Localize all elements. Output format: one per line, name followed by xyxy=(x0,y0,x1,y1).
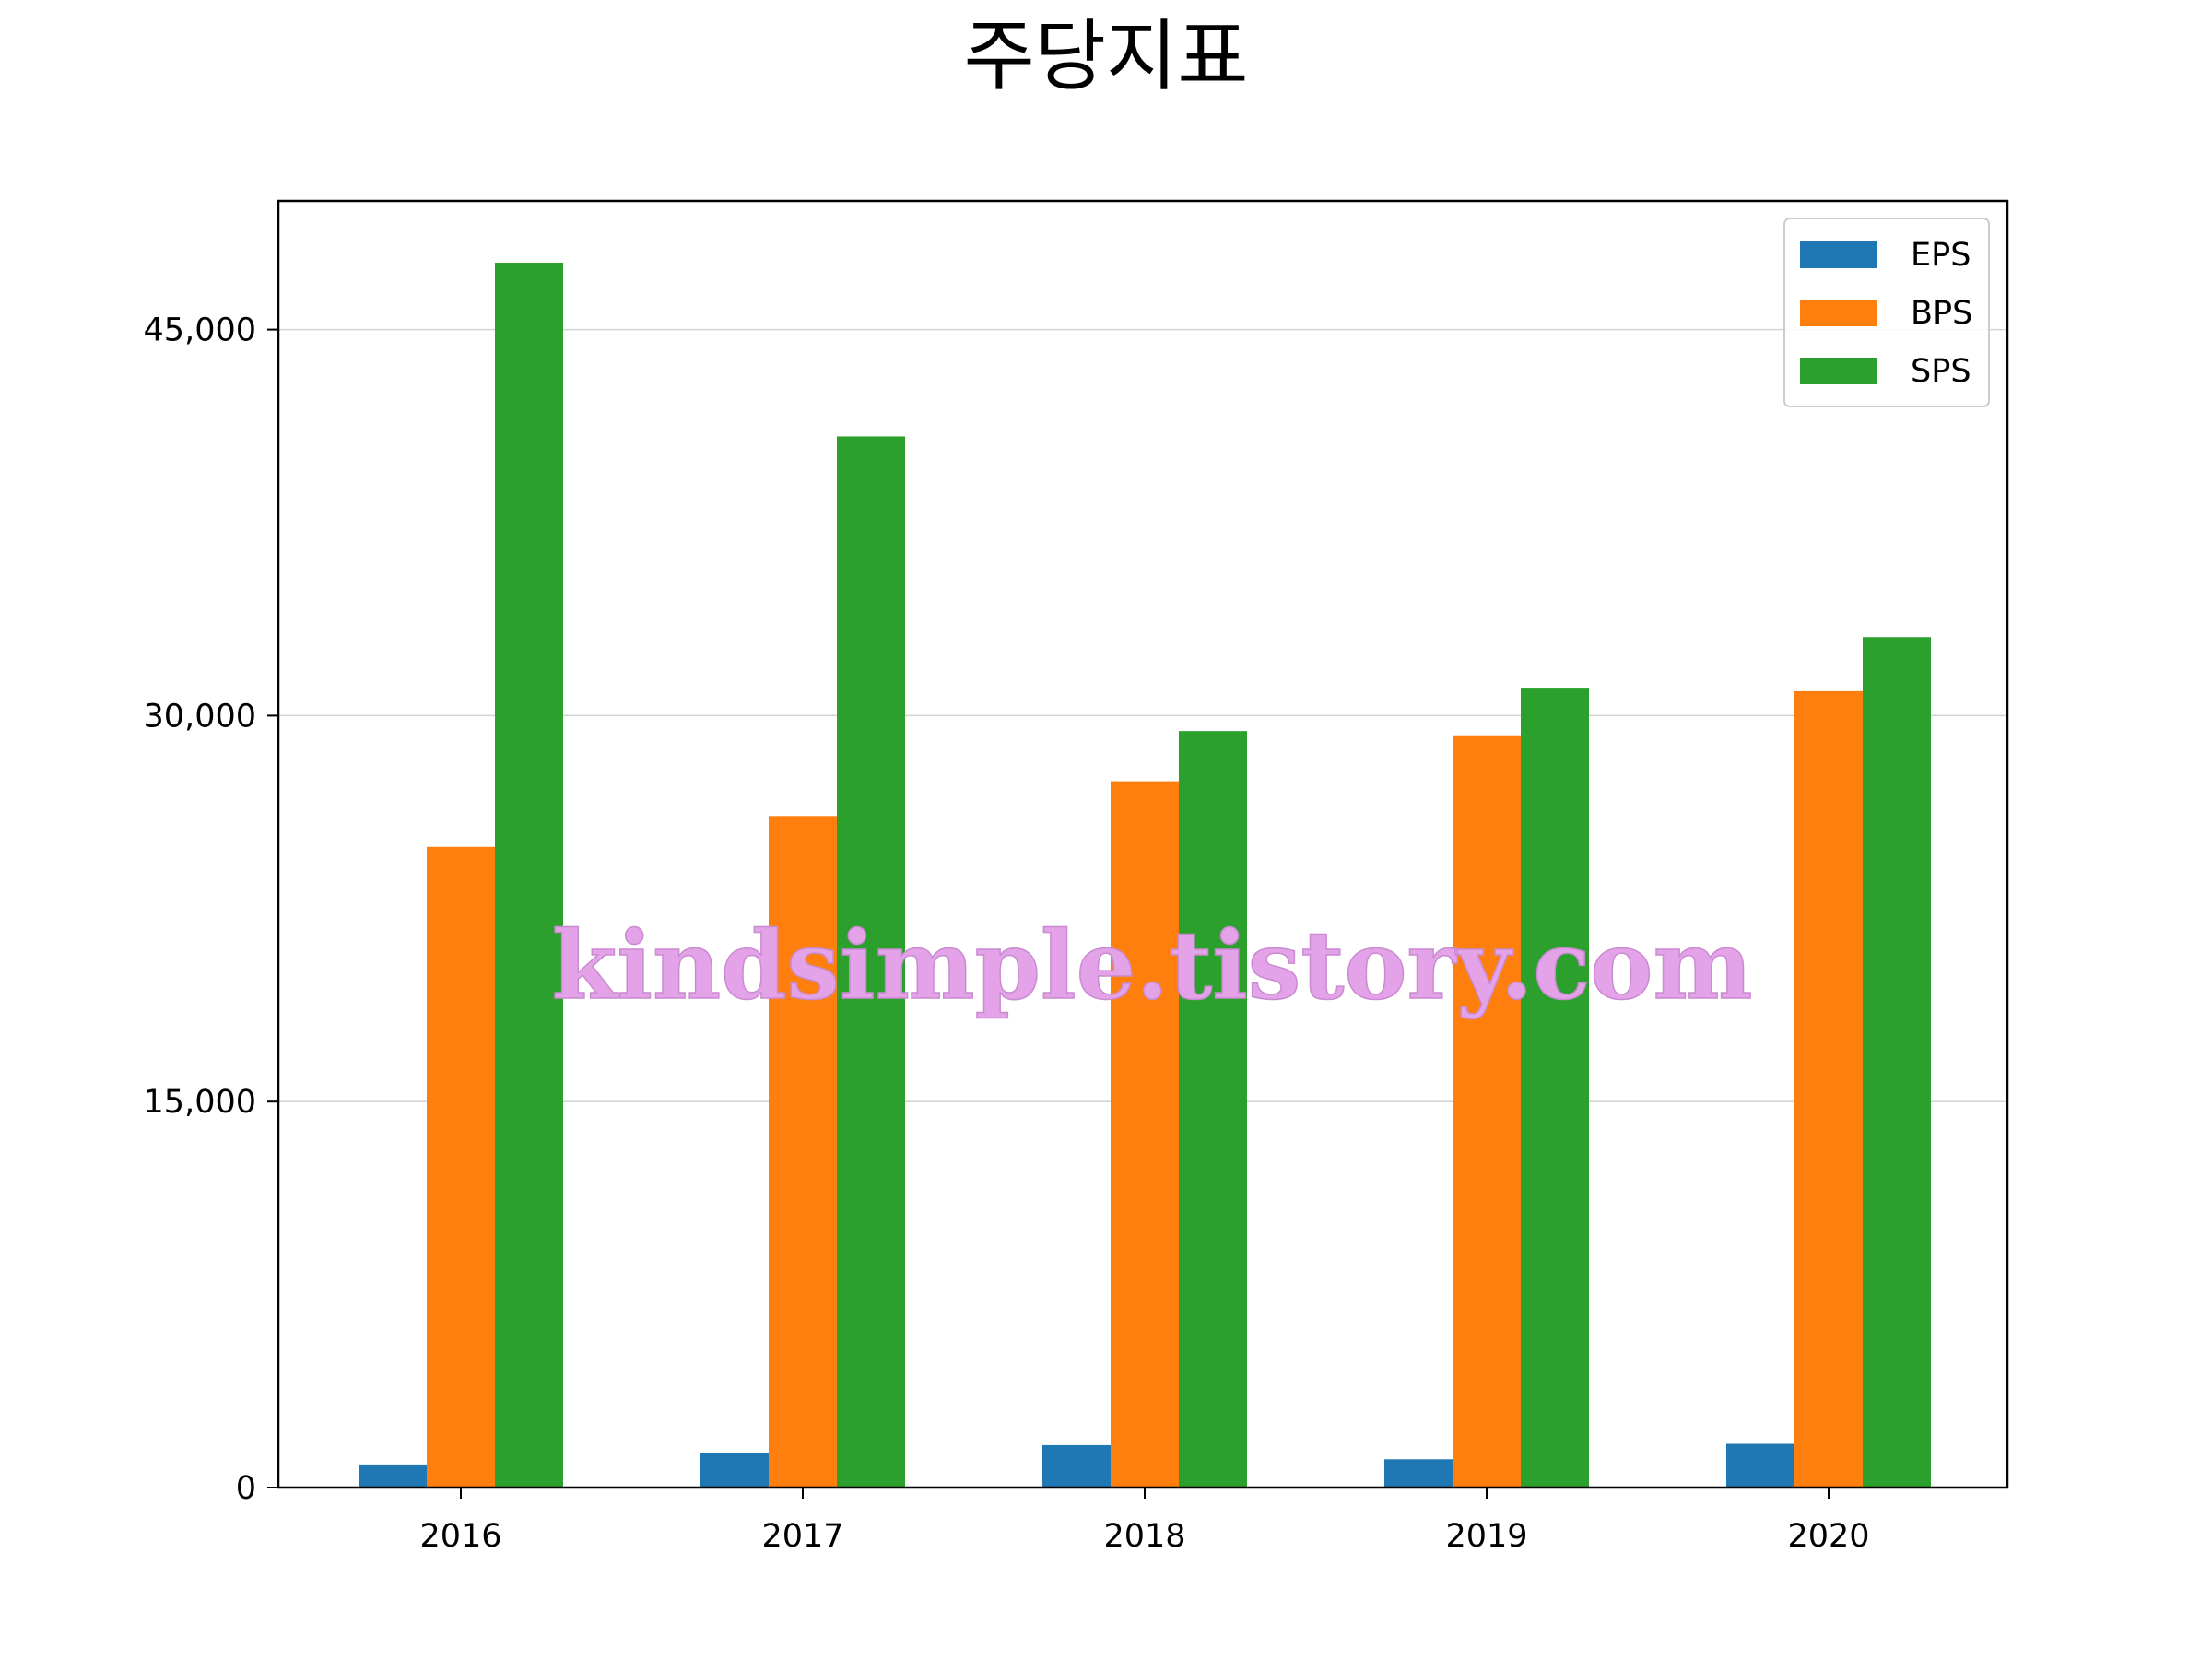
y-tick-label: 30,000 xyxy=(144,698,256,735)
y-tick-label: 15,000 xyxy=(144,1084,256,1121)
bar-sps-2020 xyxy=(1863,637,1931,1488)
bar-eps-2019 xyxy=(1384,1459,1453,1488)
legend: EPS BPS SPS xyxy=(1783,218,1990,407)
bar-sps-2017 xyxy=(837,436,905,1488)
x-tick-label: 2019 xyxy=(1445,1518,1527,1555)
x-tick-label: 2017 xyxy=(761,1518,843,1555)
bar-bps-2016 xyxy=(427,846,495,1488)
y-axis: 0 15,000 30,000 45,000 xyxy=(144,312,278,1507)
legend-label-sps: SPS xyxy=(1911,353,1971,390)
legend-label-bps: BPS xyxy=(1911,295,1972,332)
watermark-text: kindsimple.tistory.com xyxy=(552,911,1753,1021)
bars xyxy=(359,263,1931,1488)
y-tick-label: 45,000 xyxy=(144,312,256,349)
bar-bps-2017 xyxy=(769,816,837,1488)
bar-bps-2018 xyxy=(1111,781,1179,1488)
bar-eps-2018 xyxy=(1042,1444,1111,1488)
bar-sps-2019 xyxy=(1521,688,1589,1488)
y-tick-label: 0 xyxy=(236,1470,256,1507)
legend-swatch-sps xyxy=(1800,358,1877,384)
bar-eps-2020 xyxy=(1726,1443,1794,1488)
chart-title: 주당지표 xyxy=(963,11,1248,101)
x-tick-label: 2020 xyxy=(1787,1518,1869,1555)
plot-area-frame xyxy=(276,199,2009,1489)
legend-swatch-bps xyxy=(1800,300,1877,326)
bar-bps-2019 xyxy=(1453,735,1521,1488)
legend-label-eps: EPS xyxy=(1911,237,1971,274)
legend-swatch-eps xyxy=(1800,241,1877,268)
bar-sps-2018 xyxy=(1179,731,1247,1488)
x-tick-label: 2018 xyxy=(1103,1518,1185,1555)
bar-bps-2020 xyxy=(1794,690,1863,1488)
bar-sps-2016 xyxy=(495,263,563,1488)
x-axis: 2016 2017 2018 2019 2020 xyxy=(419,1488,1870,1555)
bar-eps-2016 xyxy=(359,1464,427,1488)
x-tick-label: 2016 xyxy=(419,1518,501,1555)
bar-eps-2017 xyxy=(700,1453,769,1488)
